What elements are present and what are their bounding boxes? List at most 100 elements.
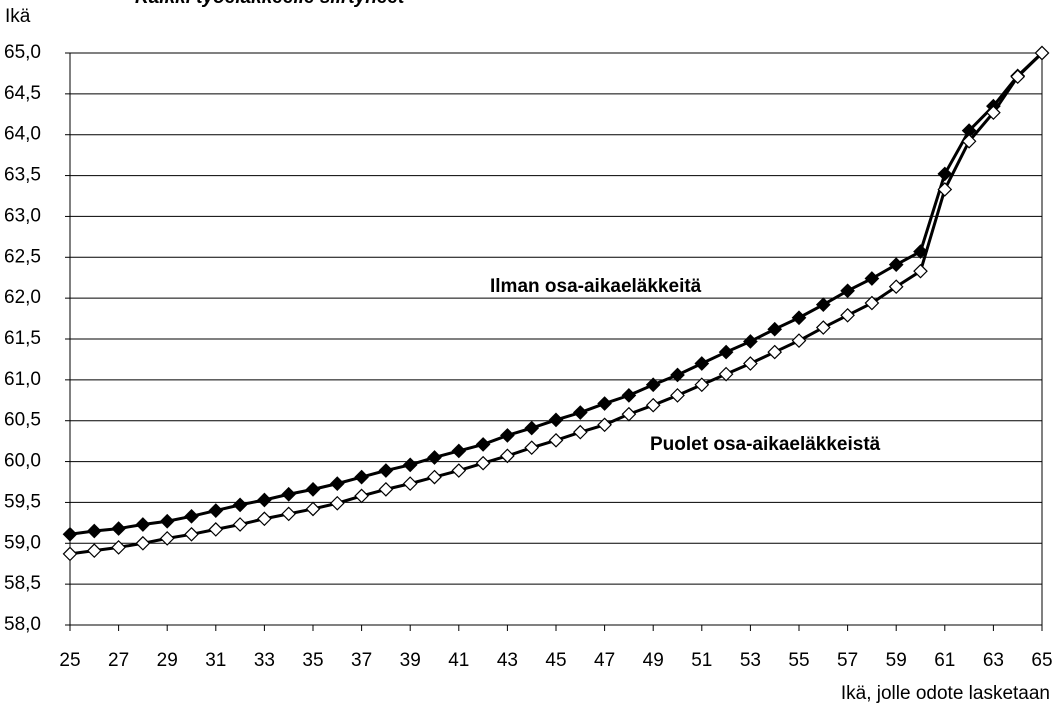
x-tick-label: 33 bbox=[254, 650, 275, 671]
x-tick-label: 47 bbox=[594, 650, 615, 671]
y-tick-label: 64,0 bbox=[4, 124, 41, 145]
marker bbox=[743, 334, 758, 349]
marker bbox=[184, 526, 199, 542]
marker bbox=[329, 476, 345, 491]
marker bbox=[645, 377, 661, 393]
marker bbox=[232, 517, 248, 532]
x-tick-label: 39 bbox=[400, 650, 421, 671]
marker bbox=[888, 279, 904, 295]
marker bbox=[62, 526, 78, 542]
marker bbox=[111, 521, 126, 536]
marker bbox=[913, 244, 928, 259]
marker bbox=[767, 344, 783, 360]
marker bbox=[500, 448, 515, 464]
x-tick-label: 27 bbox=[108, 650, 129, 671]
marker bbox=[281, 486, 297, 502]
marker bbox=[718, 344, 734, 360]
marker bbox=[597, 417, 612, 433]
x-tick-label: 37 bbox=[351, 650, 372, 671]
marker bbox=[694, 356, 710, 371]
marker bbox=[718, 366, 734, 382]
marker bbox=[159, 531, 175, 546]
marker bbox=[621, 406, 637, 422]
marker bbox=[815, 297, 831, 313]
x-tick-label: 53 bbox=[740, 650, 761, 671]
marker bbox=[378, 463, 394, 478]
marker bbox=[475, 437, 491, 452]
y-axis-label: Ikä bbox=[5, 6, 31, 27]
marker bbox=[524, 440, 540, 456]
marker bbox=[402, 476, 418, 491]
marker bbox=[743, 356, 758, 371]
marker bbox=[402, 457, 418, 473]
marker bbox=[961, 133, 977, 149]
x-axis-label: Ikä, jolle odote lasketaan bbox=[841, 683, 1050, 704]
marker bbox=[840, 283, 855, 299]
marker bbox=[451, 463, 467, 478]
x-tick-label: 59 bbox=[886, 650, 907, 671]
marker bbox=[62, 546, 78, 562]
x-tick-label: 41 bbox=[448, 650, 469, 671]
marker bbox=[840, 307, 855, 323]
marker bbox=[500, 428, 515, 443]
y-tick-label: 61,5 bbox=[4, 328, 41, 349]
marker bbox=[864, 271, 880, 286]
y-tick-label: 63,0 bbox=[4, 205, 41, 226]
y-tick-label: 62,5 bbox=[4, 246, 41, 267]
y-tick-label: 60,5 bbox=[4, 410, 41, 431]
x-tick-label: 57 bbox=[837, 650, 858, 671]
x-tick-label: 45 bbox=[545, 650, 566, 671]
marker bbox=[232, 497, 248, 513]
marker bbox=[257, 511, 272, 527]
y-tick-label: 58,0 bbox=[4, 614, 41, 635]
x-tick-label: 65 bbox=[1031, 650, 1052, 671]
x-tick-label: 61 bbox=[934, 650, 955, 671]
marker bbox=[937, 182, 953, 197]
y-tick-label: 63,5 bbox=[4, 165, 41, 186]
marker bbox=[572, 424, 588, 440]
marker bbox=[135, 517, 151, 532]
marker bbox=[548, 432, 564, 448]
y-tick-label: 60,0 bbox=[4, 451, 41, 472]
marker bbox=[111, 540, 126, 555]
marker bbox=[451, 443, 467, 459]
marker bbox=[86, 523, 102, 539]
marker bbox=[937, 166, 953, 182]
chart-title: Kaikki työeläkkeelle siirtyneet bbox=[135, 0, 405, 8]
marker bbox=[524, 420, 540, 436]
marker bbox=[378, 482, 394, 497]
y-tick-label: 62,0 bbox=[4, 287, 41, 308]
marker bbox=[208, 503, 224, 518]
y-tick-label: 59,0 bbox=[4, 532, 41, 553]
marker bbox=[597, 396, 612, 411]
marker bbox=[572, 405, 588, 420]
marker bbox=[281, 506, 297, 522]
marker bbox=[913, 263, 928, 279]
marker bbox=[694, 377, 710, 393]
y-tick-label: 61,0 bbox=[4, 369, 41, 390]
marker bbox=[305, 501, 321, 517]
x-tick-label: 63 bbox=[983, 650, 1004, 671]
marker bbox=[354, 469, 369, 485]
marker bbox=[184, 508, 199, 524]
marker bbox=[135, 535, 151, 551]
marker bbox=[791, 310, 807, 326]
marker bbox=[475, 455, 491, 471]
series-line bbox=[69, 51, 1044, 556]
marker bbox=[427, 450, 442, 465]
marker bbox=[257, 492, 272, 508]
marker bbox=[670, 367, 685, 383]
marker bbox=[86, 543, 102, 558]
x-tick-label: 25 bbox=[59, 650, 80, 671]
marker bbox=[888, 257, 904, 272]
marker bbox=[354, 488, 369, 504]
marker bbox=[1034, 45, 1050, 61]
marker bbox=[645, 397, 661, 413]
marker bbox=[1010, 69, 1026, 85]
y-tick-label: 65,0 bbox=[4, 42, 41, 63]
x-tick-label: 35 bbox=[302, 650, 323, 671]
x-tick-label: 55 bbox=[788, 650, 809, 671]
marker bbox=[864, 295, 880, 311]
y-tick-label: 64,5 bbox=[4, 83, 41, 104]
